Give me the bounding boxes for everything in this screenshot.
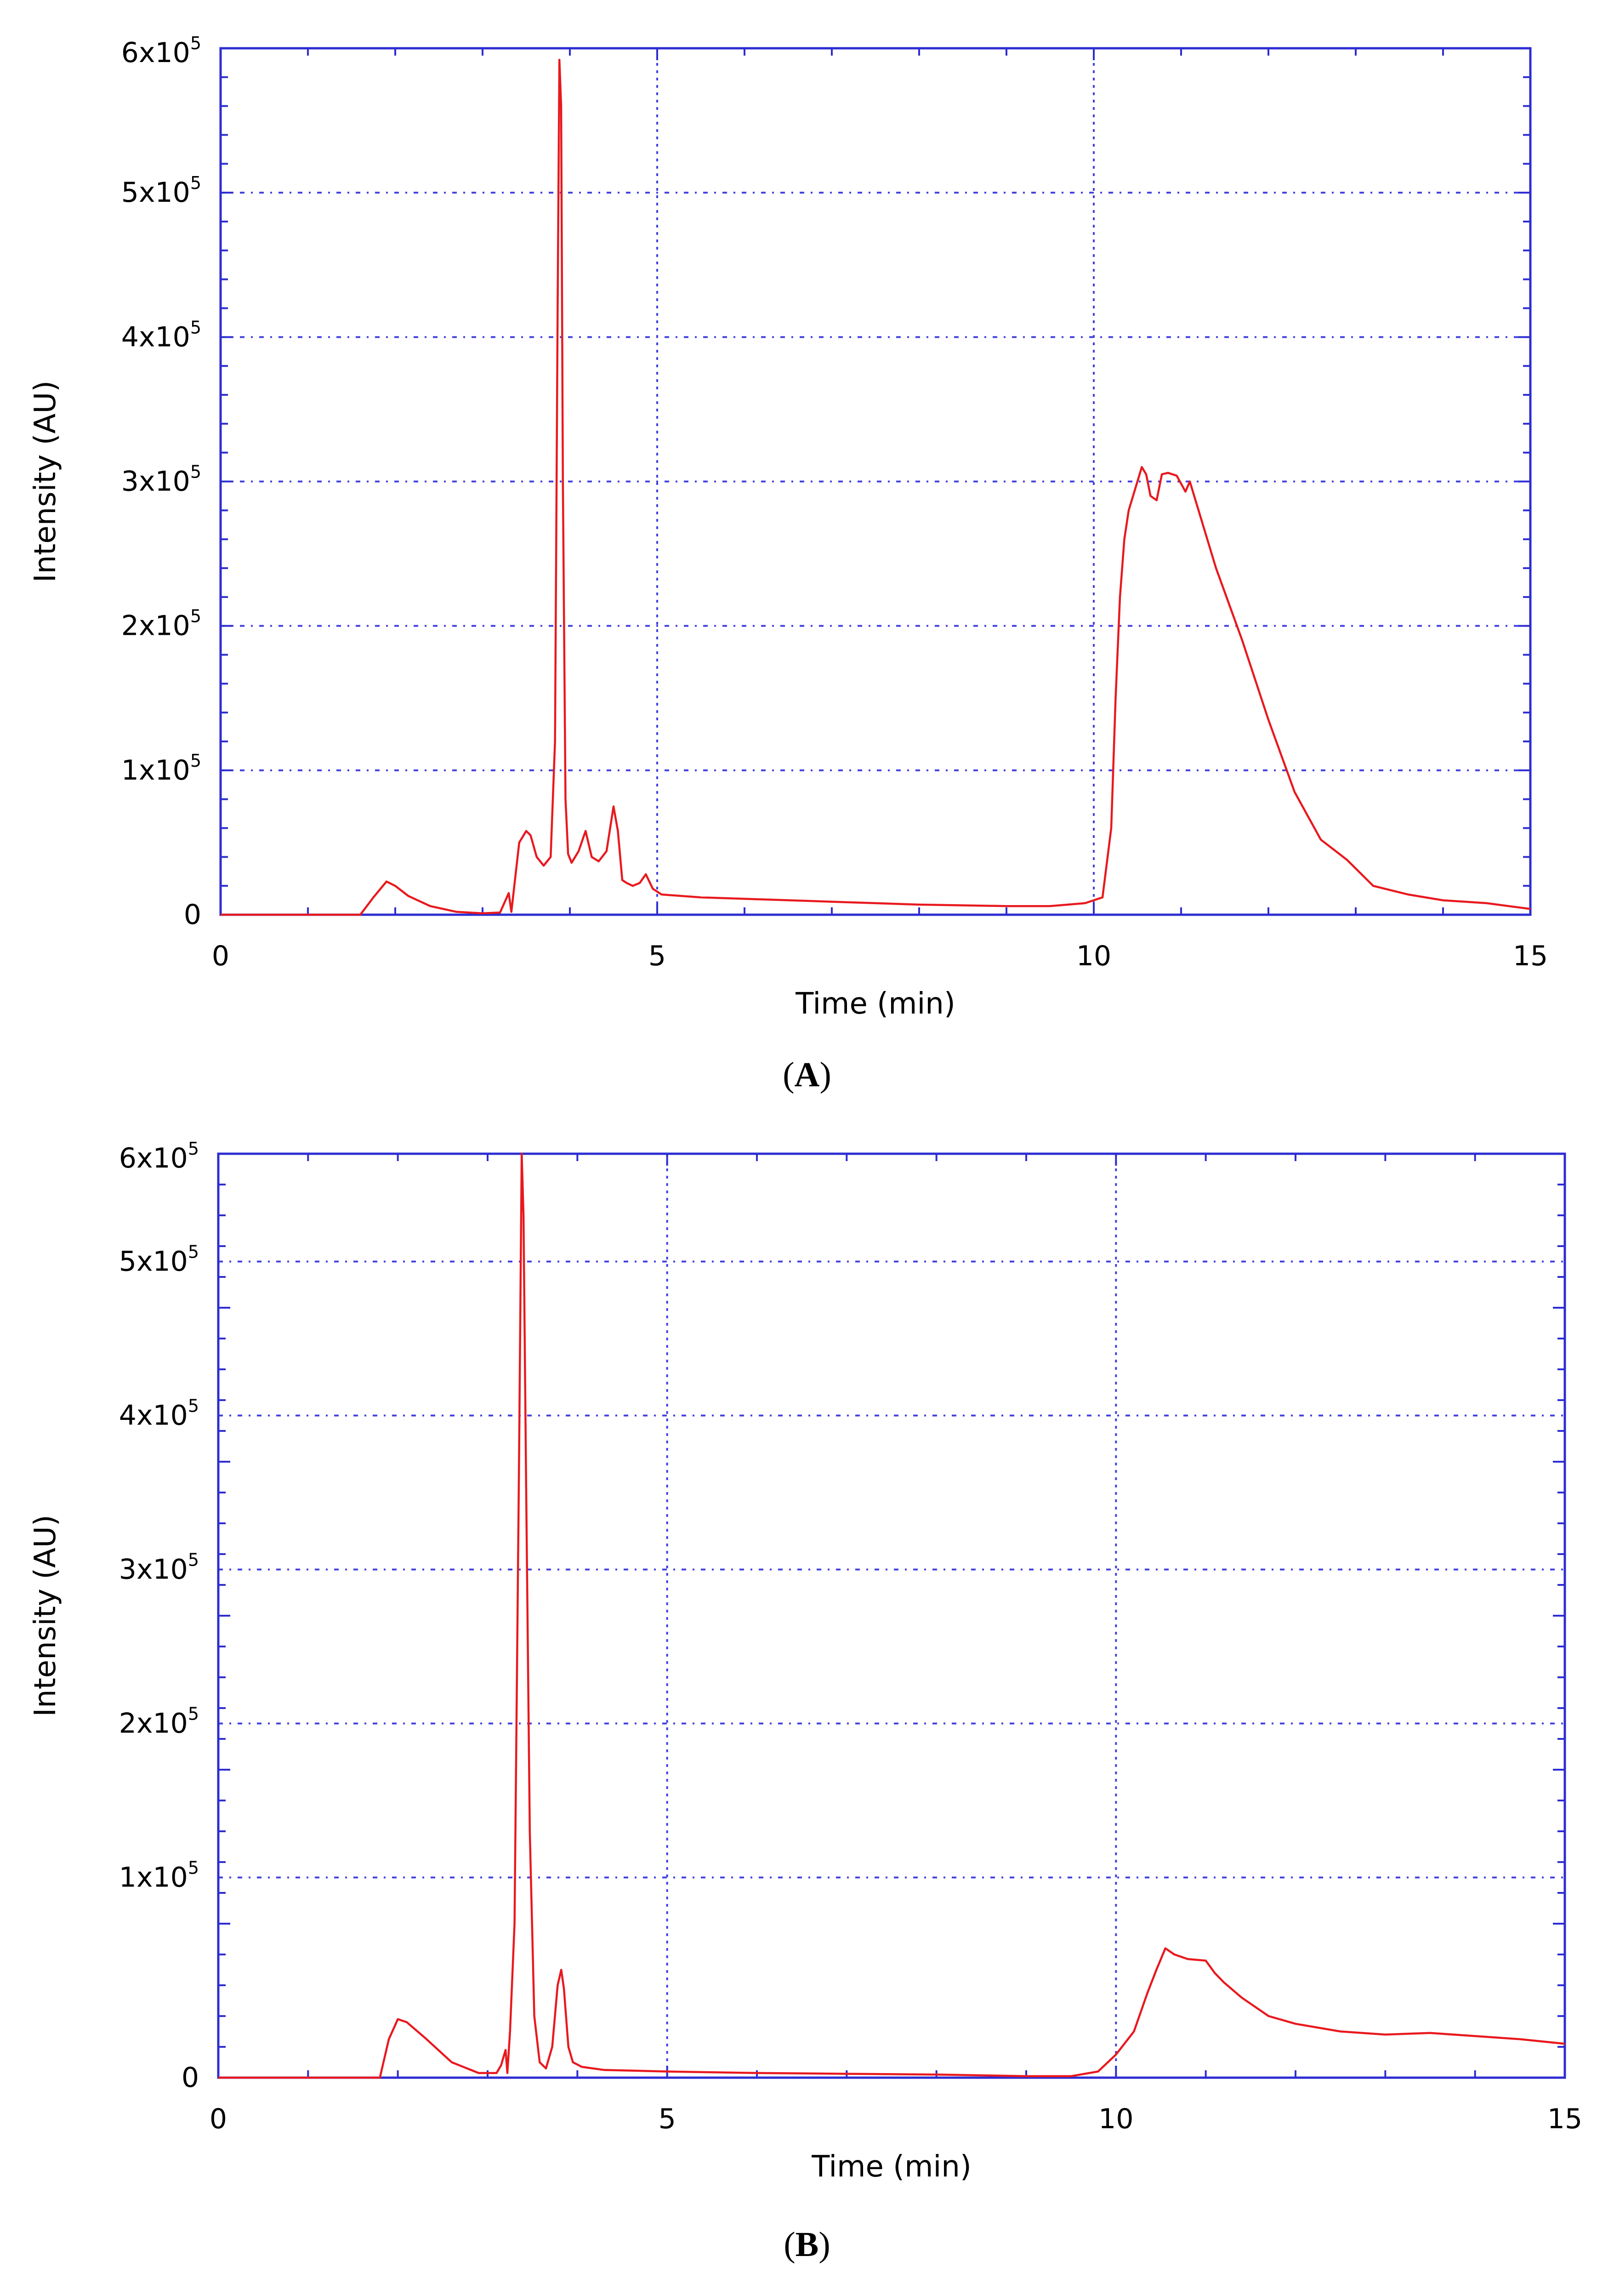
chart-b-series-line: [218, 1152, 1565, 2079]
chart-b-xtick-label: 0: [210, 2103, 227, 2135]
chart-b: 0 5 10 15 0 1x105 2x105 3x105 4x105 5x105 6x105 Tim…: [28, 1139, 1582, 2184]
chart-b-ytick-label: 5x105: [119, 1242, 199, 1278]
chart-b-ytick-label: 3x105: [119, 1550, 199, 1586]
chart-b-x-axis-title: Time (min): [811, 2150, 972, 2184]
chart-a-ytick-label: 6x105: [121, 33, 201, 69]
chart-a-plot-frame: [219, 47, 1532, 916]
chart-a-ytick-label: 3x105: [121, 462, 201, 498]
chart-a-y-axis-title: Intensity (AU): [28, 381, 63, 582]
chart-a-xtick-label: 15: [1513, 940, 1548, 972]
chart-b-ytick-label: 0: [182, 2062, 199, 2094]
chart-b-ytick-label: 2x105: [119, 1704, 199, 1740]
chart-a-ytick-label: 5x105: [121, 173, 201, 209]
panel-label-b: (B): [784, 2225, 830, 2264]
chart-b-ytick-label: 6x105: [119, 1139, 199, 1174]
panel-label-a: (A): [783, 1055, 831, 1094]
chart-b-plot-frame: [217, 1152, 1566, 2079]
chart-a-ytick-label: 2x105: [121, 606, 201, 642]
chart-a-ytick-label: 4x105: [121, 317, 201, 353]
chart-b-xtick-label: 5: [659, 2103, 676, 2135]
chart-b-xtick-label: 15: [1547, 2103, 1582, 2135]
chart-a-series-line: [221, 58, 1531, 916]
chart-a-x-axis-title: Time (min): [795, 987, 955, 1021]
chart-b-ytick-label: 1x105: [119, 1858, 199, 1894]
chart-b-y-axis-title: Intensity (AU): [28, 1515, 63, 1716]
chart-a: 0 5 10 15 0 1x105 2x105 3x105 4x105 5x105 6x105 Tim…: [28, 33, 1548, 1021]
chart-a-xtick-label: 0: [212, 940, 229, 972]
chart-a-xtick-label: 10: [1076, 940, 1111, 972]
chart-b-xtick-label: 10: [1098, 2103, 1133, 2135]
chart-b-ytick-label: 4x105: [119, 1396, 199, 1432]
chart-a-ytick-label: 1x105: [121, 751, 201, 786]
chart-a-ytick-label: 0: [184, 899, 201, 931]
chart-a-xtick-label: 5: [648, 940, 666, 972]
